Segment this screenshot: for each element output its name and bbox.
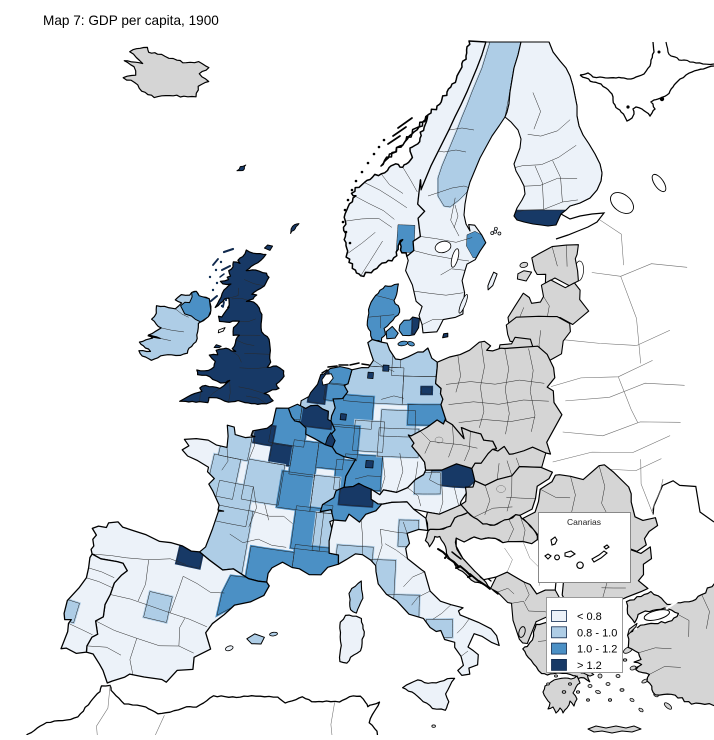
svg-text:Map 7: GDP per capita, 1900: Map 7: GDP per capita, 1900: [43, 13, 219, 28]
svg-text:> 1.2: > 1.2: [577, 660, 602, 672]
svg-text:Canarias: Canarias: [567, 517, 601, 527]
svg-text:1.0 - 1.2: 1.0 - 1.2: [577, 644, 617, 656]
svg-text:< 0.8: < 0.8: [577, 611, 602, 623]
svg-text:0.8 - 1.0: 0.8 - 1.0: [577, 627, 617, 639]
